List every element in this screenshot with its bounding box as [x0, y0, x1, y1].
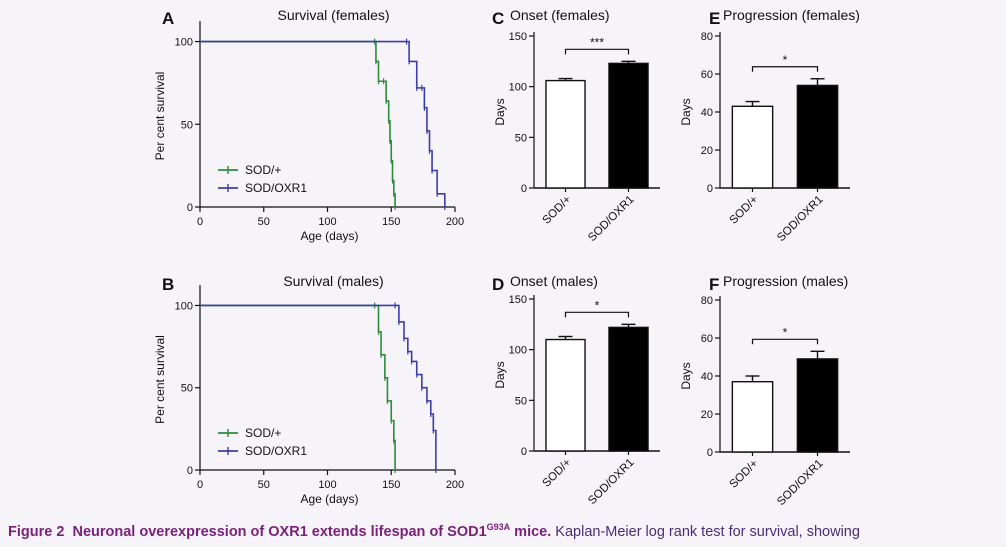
- y-tick-label: 50: [515, 132, 527, 144]
- chart-title: Survival (females): [277, 7, 389, 23]
- y-axis-label: Days: [493, 98, 507, 125]
- y-tick-label: 20: [701, 409, 713, 421]
- y-tick-label: 40: [701, 371, 713, 383]
- category-label: SOD/+: [540, 456, 573, 489]
- x-axis-label: Age (days): [300, 492, 358, 506]
- legend-entry: SOD/+: [245, 426, 281, 440]
- caption-title: Neuronal overexpression of OXR1 extends …: [72, 523, 487, 540]
- legend-entry: SOD/OXR1: [245, 444, 307, 458]
- chart-title: Onset (males): [510, 273, 598, 289]
- panel-b: B Survival (males) 0 50 100 Per cent survival…: [153, 273, 464, 506]
- significance-label: *: [783, 53, 788, 67]
- y-tick-label: 0: [707, 447, 713, 459]
- x-tick-label: 150: [382, 216, 400, 228]
- category-label: SOD/+: [540, 193, 573, 226]
- panel-letter: A: [162, 9, 174, 28]
- y-tick-label: 80: [701, 295, 713, 307]
- survival-curve-sod-oxr1: [200, 40, 446, 207]
- significance-label: *: [595, 298, 600, 312]
- chart-title: Onset (females): [510, 7, 610, 23]
- y-tick-label: 0: [187, 202, 193, 214]
- x-axis-label: Age (days): [300, 229, 358, 243]
- category-label: SOD/OXR1: [775, 458, 826, 509]
- y-tick-label: 100: [175, 300, 193, 312]
- panel-e: E Progression (females) 0 20 40 60 80 Days SOD/+…: [679, 7, 860, 244]
- x-tick-label: 100: [318, 479, 336, 491]
- x-tick-label: 200: [446, 479, 464, 491]
- y-tick-label: 60: [701, 333, 713, 345]
- panel-letter: C: [492, 9, 504, 28]
- caption-title-end: mice.: [510, 523, 552, 540]
- y-tick-label: 50: [181, 119, 193, 131]
- legend-entry: SOD/+: [245, 163, 281, 177]
- y-tick-label: 50: [181, 383, 193, 395]
- legend-entry: SOD/OXR1: [245, 181, 307, 195]
- y-axis-label: Per cent survival: [153, 72, 167, 161]
- significance-label: ***: [590, 35, 604, 49]
- bar-sod: [545, 79, 586, 189]
- bar-sod-oxr1: [608, 326, 649, 452]
- figure-caption: Figure 2 Neuronal overexpression of OXR1…: [8, 522, 1003, 540]
- bar-sod: [731, 105, 774, 189]
- x-tick-label: 100: [318, 216, 336, 228]
- category-label: SOD/OXR1: [586, 194, 637, 245]
- y-tick-label: 150: [509, 31, 527, 43]
- x-tick-label: 50: [258, 479, 270, 491]
- y-tick-label: 60: [701, 69, 713, 81]
- y-tick-label: 50: [515, 395, 527, 407]
- panel-letter: E: [709, 9, 720, 28]
- bar-sod-oxr1: [796, 84, 839, 189]
- x-tick-label: 50: [258, 216, 270, 228]
- y-tick-label: 0: [707, 183, 713, 195]
- bar-sod: [545, 338, 586, 452]
- y-axis-label: Days: [679, 362, 693, 389]
- bar-sod: [731, 381, 774, 453]
- significance-label: *: [783, 325, 788, 339]
- x-tick-label: 200: [446, 216, 464, 228]
- y-tick-label: 100: [509, 82, 527, 94]
- significance-bracket: [751, 338, 819, 345]
- panel-d: D Onset (males) 0 50 100 150 Days SOD/+ SOD/OXR1…: [492, 273, 660, 507]
- survival-curve-sod-oxr1: [200, 304, 437, 470]
- x-tick-label: 150: [382, 479, 400, 491]
- significance-bracket: [564, 48, 630, 55]
- bar-sod-oxr1: [608, 62, 649, 189]
- y-tick-label: 100: [175, 37, 193, 49]
- category-label: SOD/+: [727, 457, 760, 490]
- caption-title-superscript: G93A: [486, 522, 511, 532]
- significance-bracket: [751, 66, 819, 72]
- x-tick-label: 0: [197, 216, 203, 228]
- chart-title: Survival (males): [283, 273, 383, 289]
- y-axis-label: Days: [679, 98, 693, 125]
- chart-title: Progression (females): [723, 7, 860, 23]
- survival-curve-sod: [200, 304, 396, 470]
- category-label: SOD/+: [727, 193, 760, 226]
- panel-letter: B: [162, 275, 174, 294]
- bar-sod-oxr1: [796, 358, 839, 453]
- y-axis-label: Days: [493, 361, 507, 388]
- chart-title: Progression (males): [723, 273, 848, 289]
- y-axis-label: Per cent survival: [153, 335, 167, 424]
- significance-bracket: [564, 311, 630, 318]
- y-tick-label: 80: [701, 31, 713, 43]
- y-tick-label: 0: [521, 446, 527, 458]
- caption-label: Figure 2: [8, 523, 65, 540]
- y-tick-label: 100: [509, 345, 527, 357]
- category-label: SOD/OXR1: [586, 457, 637, 508]
- y-tick-label: 40: [701, 107, 713, 119]
- y-tick-label: 0: [521, 183, 527, 195]
- caption-text: Kaplan-Meier log rank test for survival,…: [551, 523, 860, 540]
- y-tick-label: 20: [701, 145, 713, 157]
- panel-letter: F: [709, 275, 719, 294]
- x-tick-label: 0: [197, 479, 203, 491]
- panel-a: A Survival (females) 0 50 100 Per cent surviv…: [153, 7, 464, 243]
- y-tick-label: 150: [509, 294, 527, 306]
- panel-letter: D: [492, 275, 504, 294]
- panel-c: C Onset (females) 0 50 100 150 Days SOD/+ SOD/OX…: [492, 7, 660, 244]
- panel-f: F Progression (males) 0 20 40 60 80 Days SOD/+ SO…: [679, 273, 850, 508]
- y-tick-label: 0: [187, 465, 193, 477]
- category-label: SOD/OXR1: [775, 194, 826, 245]
